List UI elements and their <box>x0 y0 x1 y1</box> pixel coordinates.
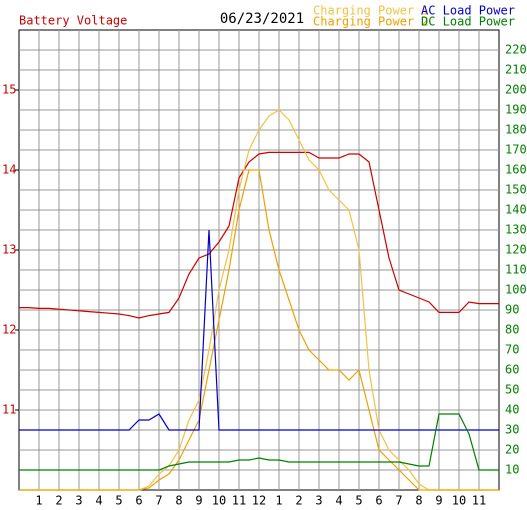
y-tick-label: 13 <box>2 243 16 257</box>
x-tick-label: 7 <box>395 494 402 508</box>
y2-tick-label: 100 <box>505 283 527 297</box>
legend-entry: Charging Power 2 <box>313 15 429 29</box>
x-tick-label: 9 <box>435 494 442 508</box>
y2-tick-label: 70 <box>505 343 519 357</box>
series-line <box>19 229 499 431</box>
x-tick-label: 7 <box>155 494 162 508</box>
x-tick-label: 11 <box>232 494 246 508</box>
legend-entry: DC Load Power <box>421 15 515 29</box>
x-tick-label: 2 <box>295 494 302 508</box>
x-tick-label: 6 <box>375 494 382 508</box>
y2-tick-label: 210 <box>505 63 527 77</box>
x-tick-label: 5 <box>115 494 122 508</box>
x-tick-label: 4 <box>95 494 102 508</box>
y2-tick-label: 180 <box>505 123 527 137</box>
y-tick-label: 14 <box>2 163 16 177</box>
y2-tick-label: 220 <box>505 43 527 57</box>
y2-tick-label: 150 <box>505 183 527 197</box>
x-tick-label: 10 <box>212 494 226 508</box>
y2-tick-label: 200 <box>505 83 527 97</box>
x-tick-label: 1 <box>275 494 282 508</box>
series-line <box>19 169 499 491</box>
y2-tick-label: 130 <box>505 223 527 237</box>
y2-tick-label: 160 <box>505 163 527 177</box>
series-line <box>19 151 499 319</box>
y2-tick-label: 90 <box>505 303 519 317</box>
y-tick-label: 12 <box>2 323 16 337</box>
x-tick-label: 8 <box>415 494 422 508</box>
x-tick-label: 1 <box>35 494 42 508</box>
y2-tick-label: 50 <box>505 383 519 397</box>
x-tick-label: 11 <box>472 494 486 508</box>
chart-title: 06/23/2021 <box>220 11 304 27</box>
x-tick-label: 10 <box>452 494 466 508</box>
y2-tick-label: 110 <box>505 263 527 277</box>
x-tick-label: 3 <box>75 494 82 508</box>
y2-tick-label: 140 <box>505 203 527 217</box>
y2-tick-label: 40 <box>505 403 519 417</box>
y-axis-label: Battery Voltage <box>19 14 127 28</box>
x-tick-label: 2 <box>55 494 62 508</box>
x-tick-label: 4 <box>335 494 342 508</box>
x-tick-label: 12 <box>252 494 266 508</box>
y-tick-label: 11 <box>2 403 16 417</box>
x-tick-label: 5 <box>355 494 362 508</box>
y2-tick-label: 190 <box>505 103 527 117</box>
y2-tick-label: 170 <box>505 143 527 157</box>
y-tick-label: 15 <box>2 83 16 97</box>
y2-tick-label: 80 <box>505 323 519 337</box>
x-tick-label: 8 <box>175 494 182 508</box>
legend-entry: Charging Power 1 <box>313 4 429 18</box>
y2-tick-label: 10 <box>505 463 519 477</box>
x-tick-label: 6 <box>135 494 142 508</box>
y2-tick-label: 60 <box>505 363 519 377</box>
series-line <box>19 413 499 471</box>
legend-entry: AC Load Power <box>421 4 515 18</box>
y2-tick-label: 20 <box>505 443 519 457</box>
x-tick-label: 3 <box>315 494 322 508</box>
y2-tick-label: 30 <box>505 423 519 437</box>
x-tick-label: 9 <box>195 494 202 508</box>
y2-tick-label: 120 <box>505 243 527 257</box>
